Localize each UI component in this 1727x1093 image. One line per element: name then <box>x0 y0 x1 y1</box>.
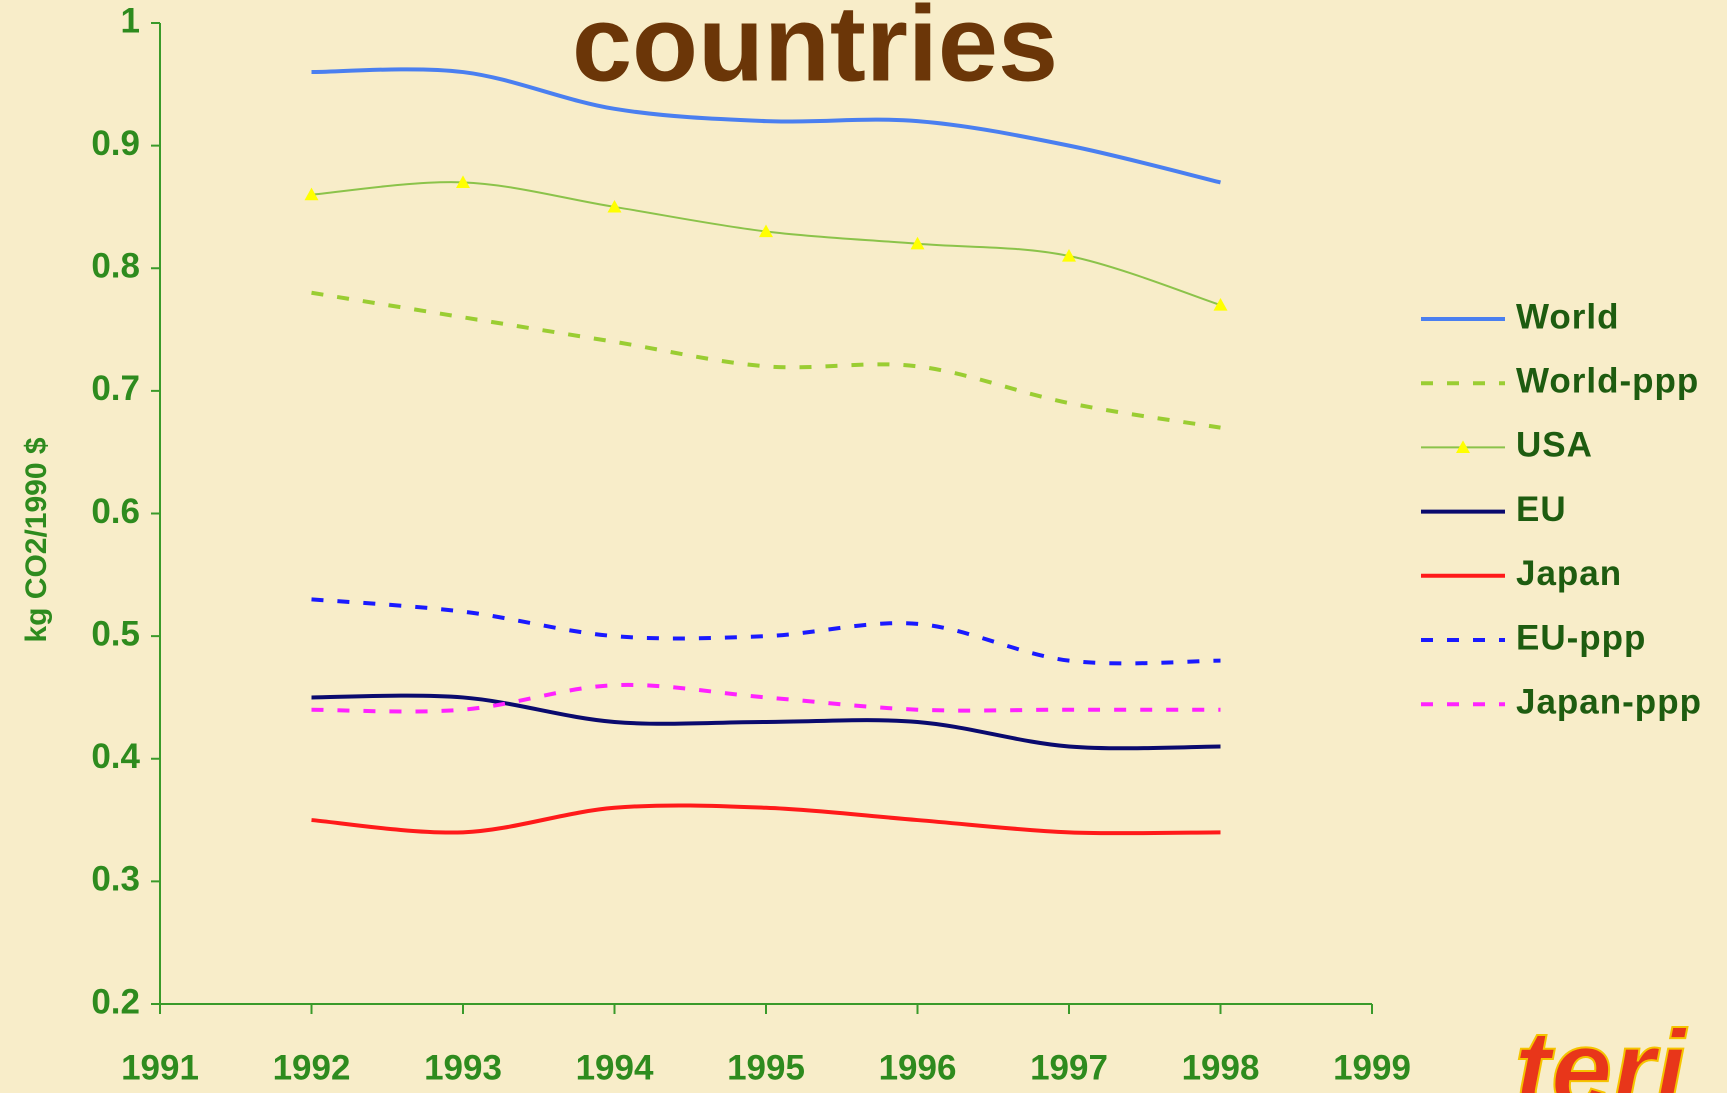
y-tick-label: 0.5 <box>91 614 140 653</box>
y-tick-label: 0.8 <box>91 247 140 286</box>
y-tick-label: 0.9 <box>91 124 140 163</box>
x-tick-label: 1992 <box>273 1048 351 1087</box>
logo: teri <box>1514 1008 1688 1093</box>
x-tick-label: 1997 <box>1030 1048 1108 1087</box>
x-tick-label: 1999 <box>1333 1048 1411 1087</box>
y-tick-label: 0.2 <box>91 982 140 1021</box>
series-line <box>311 803 1221 836</box>
x-tick-label: 1995 <box>727 1048 805 1087</box>
y-tick-label: 1 <box>121 1 140 40</box>
marker <box>759 224 773 238</box>
y-tick-label: 0.7 <box>91 369 140 408</box>
marker <box>910 236 925 250</box>
x-tick-label: 1996 <box>879 1048 957 1087</box>
y-axis-label: kg CO2/1990 $ <box>20 437 53 642</box>
legend-label: USA <box>1516 426 1593 465</box>
legend-label: EU-ppp <box>1516 618 1646 657</box>
legend-label: Japan-ppp <box>1516 682 1702 721</box>
x-tick-label: 1993 <box>424 1048 502 1087</box>
chart-title: countries <box>572 0 1058 104</box>
series-line <box>311 67 1221 185</box>
series-line <box>311 597 1221 666</box>
y-tick-label: 0.3 <box>91 860 140 899</box>
x-tick-label: 1991 <box>121 1048 199 1087</box>
legend-marker <box>1456 440 1470 453</box>
legend-label: World-ppp <box>1516 361 1699 400</box>
marker <box>1062 248 1076 262</box>
legend-label: Japan <box>1516 554 1622 593</box>
marker <box>607 199 622 213</box>
marker <box>1213 298 1228 311</box>
y-tick-label: 0.6 <box>91 492 140 531</box>
series-line <box>311 682 1221 714</box>
x-tick-label: 1994 <box>576 1048 654 1087</box>
y-tick-label: 0.4 <box>91 737 140 776</box>
x-tick-label: 1998 <box>1182 1048 1260 1087</box>
marker <box>456 175 470 189</box>
series-line <box>311 693 1221 751</box>
marker <box>304 187 319 201</box>
legend-label: World <box>1516 297 1620 336</box>
legend-label: EU <box>1516 490 1567 529</box>
